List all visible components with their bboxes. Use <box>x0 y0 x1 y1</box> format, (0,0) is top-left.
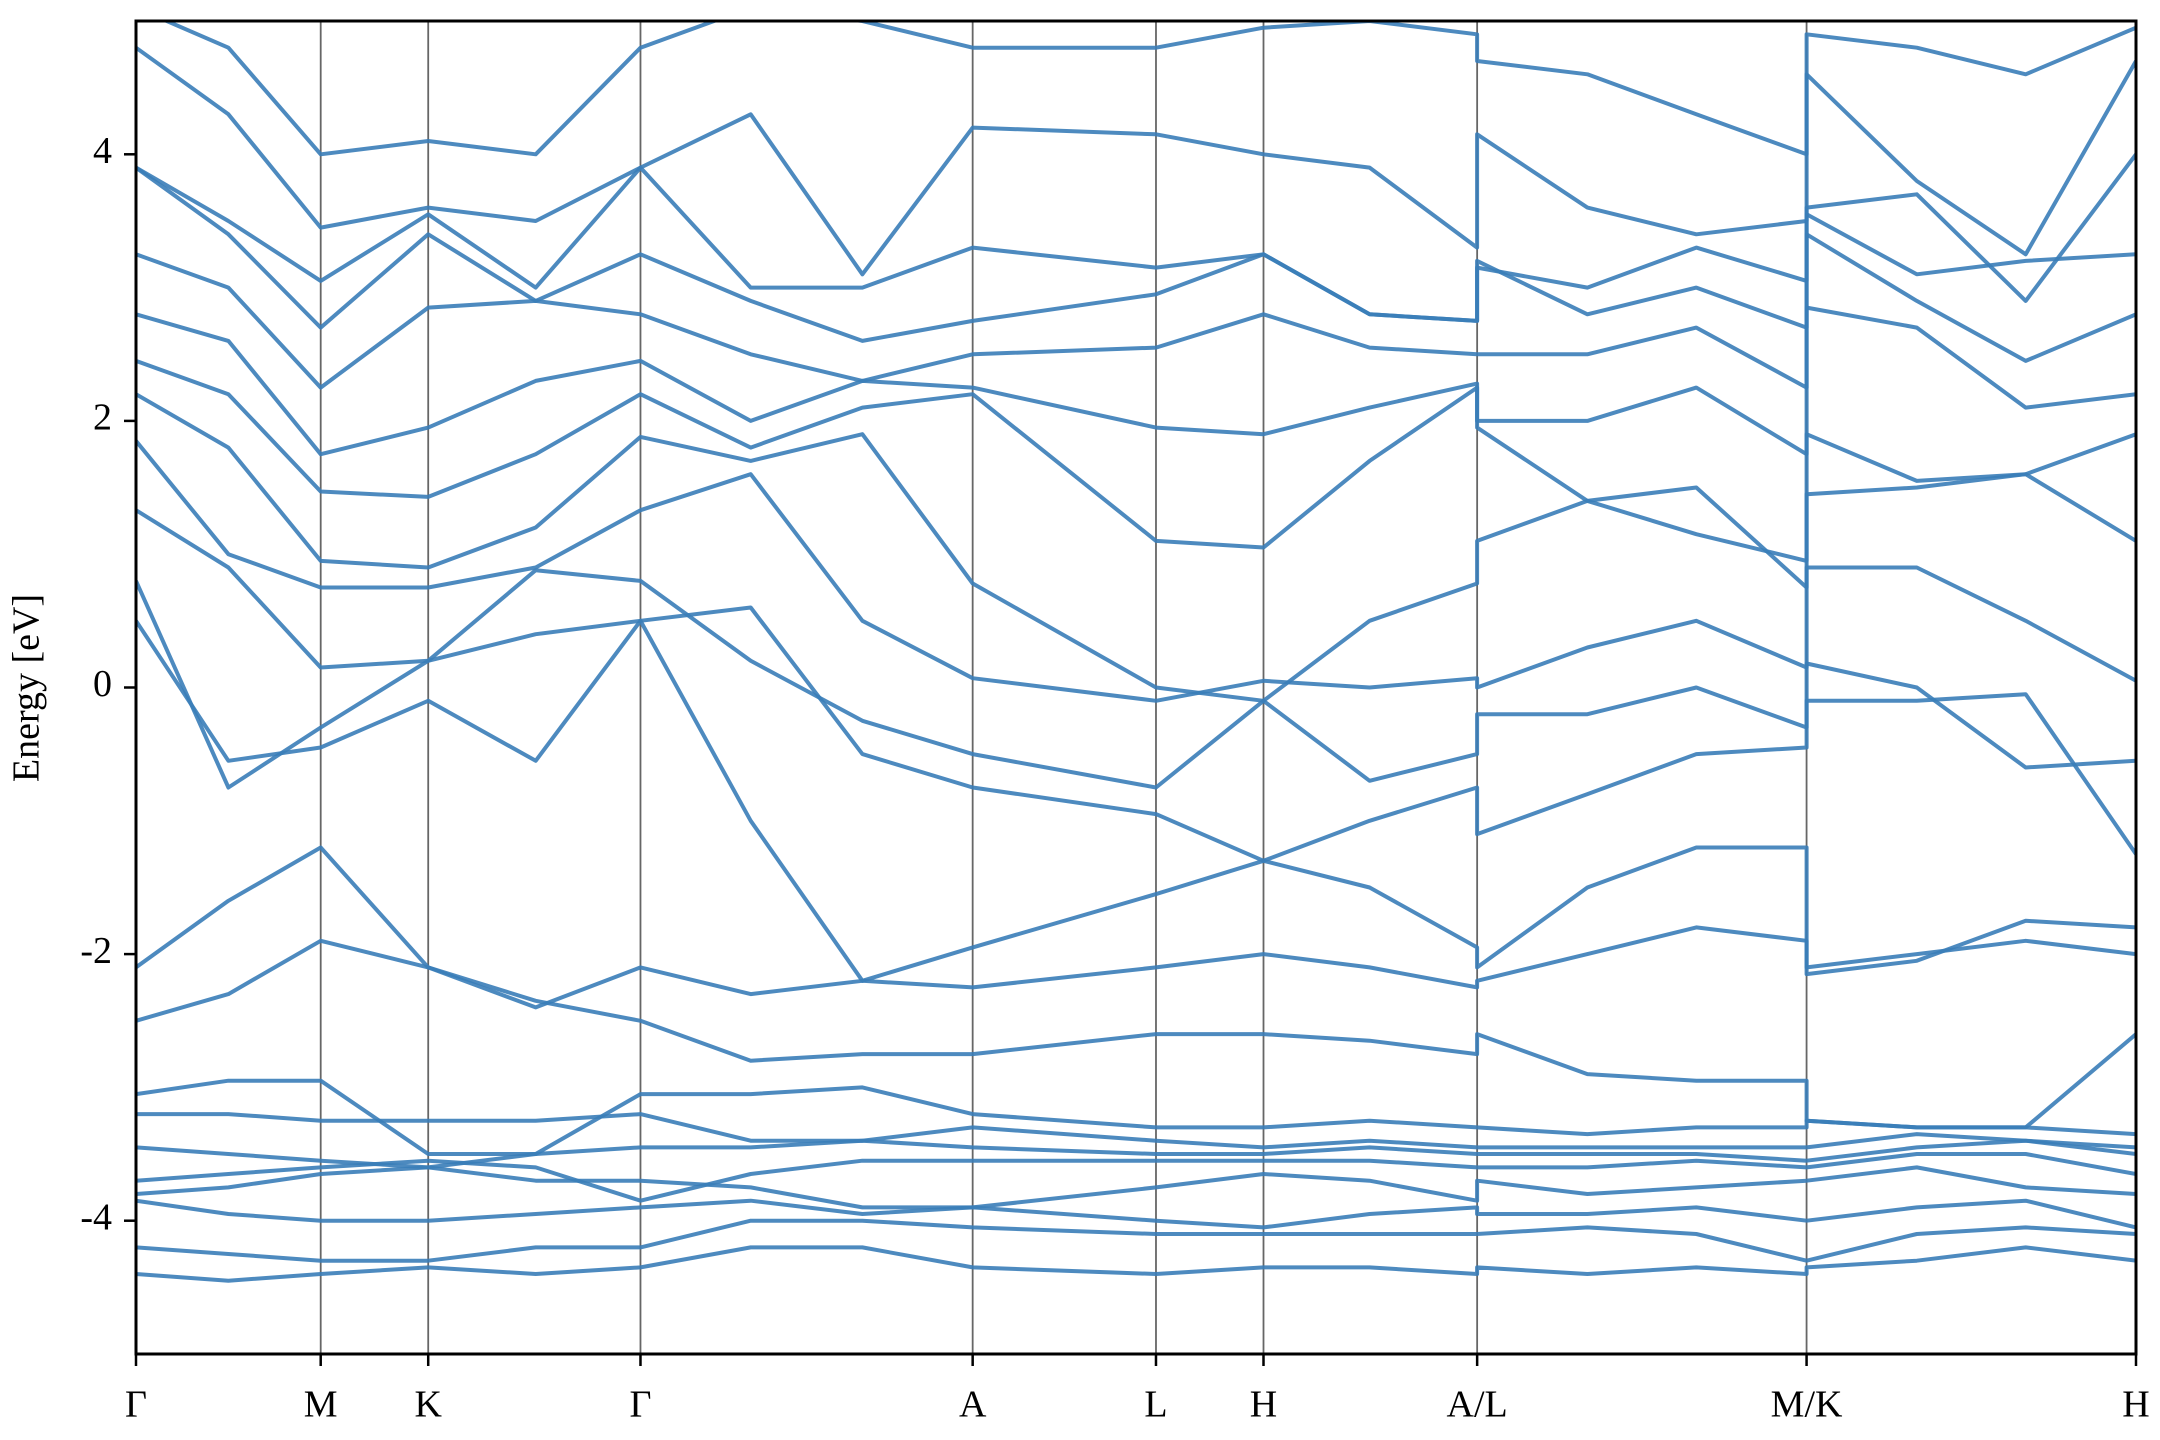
plot-frame <box>134 19 2138 1356</box>
x-tick-label: A/L <box>1447 1384 1508 1426</box>
x-tick-label: Γ <box>125 1384 147 1426</box>
band-line <box>136 1218 2136 1263</box>
band-line <box>136 1112 2136 1150</box>
band-line <box>136 1245 2136 1283</box>
y-tick-label: 0 <box>93 663 112 705</box>
y-axis-label: Energy [eV] <box>6 594 48 782</box>
band-line <box>136 1198 2136 1230</box>
y-tick-label: -4 <box>80 1196 112 1238</box>
x-tick-label: Γ <box>629 1384 651 1426</box>
band-line <box>136 359 2136 563</box>
x-tick-label: M/K <box>1771 1384 1843 1426</box>
band-line <box>136 153 2136 323</box>
band-line <box>136 305 2136 457</box>
band-line <box>136 845 2136 1010</box>
x-tick-label: A <box>959 1384 987 1426</box>
band-line <box>136 580 2136 863</box>
band-line <box>136 938 2136 1130</box>
x-tick-label: K <box>414 1384 442 1426</box>
y-tick-label: 2 <box>93 397 112 439</box>
band-line <box>136 1152 2136 1203</box>
band-line <box>161 21 2136 157</box>
x-tick-label: H <box>2122 1384 2149 1426</box>
band-line <box>136 1138 2136 1170</box>
x-tick-label: M <box>304 1384 338 1426</box>
x-tick-label: H <box>1250 1384 1277 1426</box>
band-line <box>136 439 2136 703</box>
band-line <box>136 1165 2136 1210</box>
band-line <box>136 508 2136 790</box>
y-tick-label: -2 <box>80 930 112 972</box>
y-tick-label: 4 <box>93 130 112 172</box>
x-tick-label: L <box>1144 1384 1167 1426</box>
